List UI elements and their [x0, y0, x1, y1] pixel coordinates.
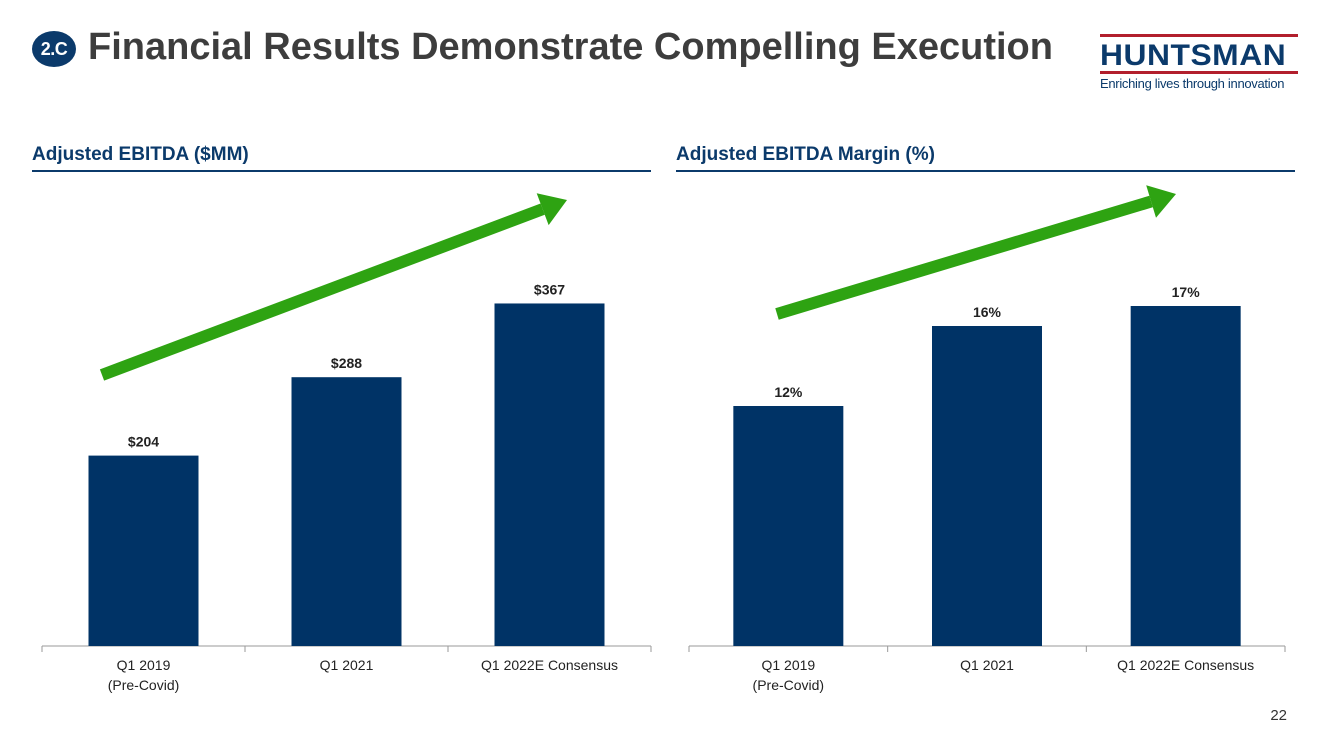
- category-label-1: Q1 2019 (Pre-Covid): [108, 657, 180, 693]
- data-label-3: 17%: [1172, 284, 1201, 300]
- chart-title-rule-ebitda: [32, 170, 651, 172]
- bar-3: [494, 303, 605, 646]
- page-title: Financial Results Demonstrate Compelling…: [88, 26, 1053, 68]
- trend-arrow-shaft: [775, 195, 1153, 320]
- trend-arrow-shaft: [99, 203, 545, 381]
- bar-1: [733, 406, 844, 646]
- chart-title-rule-margin: [676, 170, 1295, 172]
- bar-2: [291, 377, 402, 646]
- logo-name: HUNTSMAN: [1100, 39, 1287, 72]
- chart-title-margin: Adjusted EBITDA Margin (%): [676, 144, 935, 165]
- category-label-2: Q1 2021: [960, 657, 1014, 673]
- bar-1: [88, 455, 199, 646]
- logo-bottom-rule: [1100, 71, 1298, 74]
- category-label-3: Q1 2022E Consensus: [481, 657, 618, 673]
- ebitda-bar-chart: $204 Q1 2019 (Pre-Covid) $288 Q1 2021 $367 Q1 …: [41, 193, 652, 693]
- data-label-1: $204: [128, 434, 159, 450]
- page-number: 22: [1270, 707, 1287, 724]
- data-label-2: $288: [331, 355, 362, 371]
- category-label-2: Q1 2021: [320, 657, 374, 673]
- bar-3: [1130, 306, 1241, 646]
- data-label-1: 12%: [774, 384, 803, 400]
- margin-bar-chart: 12% Q1 2019 (Pre-Covid) 16% Q1 2021 17% Q1 202…: [688, 185, 1286, 693]
- trend-arrow-head: [1146, 185, 1176, 218]
- category-label-1: Q1 2019 (Pre-Covid): [753, 657, 825, 693]
- trend-arrow-head: [536, 193, 567, 226]
- category-label-3: Q1 2022E Consensus: [1117, 657, 1254, 673]
- bar-2: [932, 326, 1042, 646]
- chart-title-ebitda: Adjusted EBITDA ($MM): [32, 144, 249, 165]
- data-label-3: $367: [534, 281, 565, 297]
- logo-tagline: Enriching lives through innovation: [1100, 76, 1285, 91]
- data-label-2: 16%: [973, 304, 1002, 320]
- section-badge: 2.C: [32, 31, 76, 67]
- logo-top-rule: [1100, 34, 1298, 37]
